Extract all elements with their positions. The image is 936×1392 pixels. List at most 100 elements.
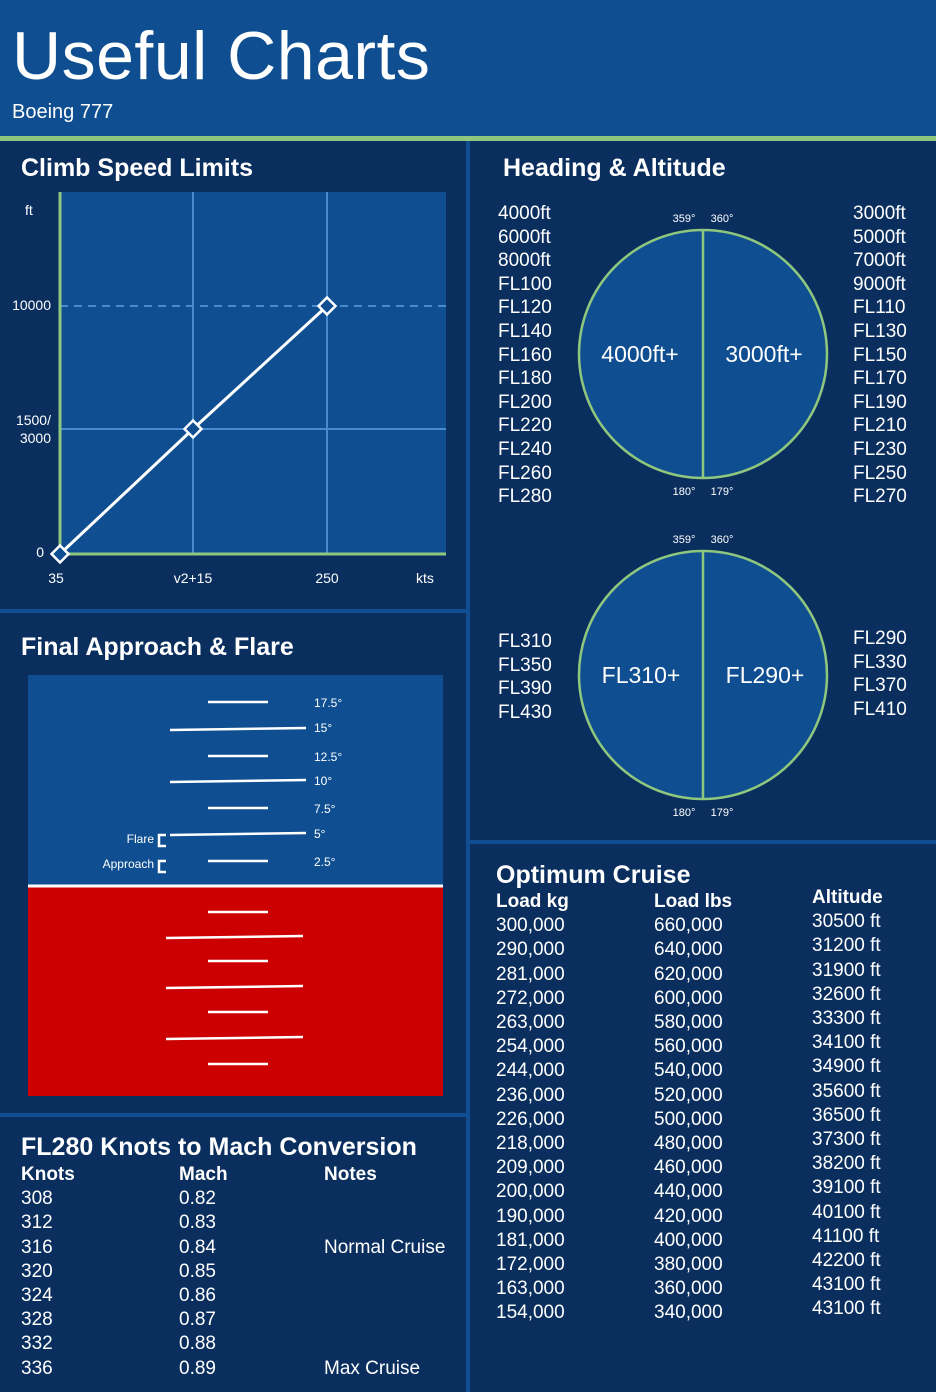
- list-item: FL370: [853, 675, 907, 697]
- pitch-label-7-5: 7.5°: [314, 802, 336, 816]
- notes-column: Notes Normal Cruise Max Cruise: [324, 1163, 445, 1381]
- table-cell: 300,000: [496, 915, 565, 937]
- list-item: 3000ft: [853, 203, 906, 224]
- mach-header: Mach: [179, 1164, 228, 1185]
- pitch-mark-15: [169, 726, 307, 732]
- climb-chart: ft 10000 1500/ 3000 0 35 v2+15 250 kts: [12, 192, 446, 586]
- list-item: FL410: [853, 698, 907, 720]
- x-tick-v2: v2+15: [174, 570, 213, 586]
- table-cell: 440,000: [654, 1181, 723, 1203]
- table-cell: 0.84: [179, 1236, 216, 1258]
- table-cell: 332: [21, 1333, 53, 1355]
- list-item: 6000ft: [498, 226, 551, 248]
- ground-mark-6: [165, 1035, 304, 1041]
- list-item: FL140: [498, 320, 552, 342]
- table-cell: 600,000: [654, 987, 723, 1009]
- approach-label: Approach: [103, 857, 154, 871]
- knots-column: Knots 308 312 316 320 324 328 332 336: [21, 1163, 75, 1381]
- list-item: FL350: [498, 654, 552, 676]
- table-cell: 660,000: [654, 915, 723, 937]
- list-item: FL310: [498, 631, 552, 652]
- header-divider: [0, 136, 936, 141]
- divider-climb-approach: [0, 609, 466, 613]
- ground: [28, 887, 443, 1096]
- kg-header: Load kg: [496, 891, 569, 912]
- header: Useful Charts Boeing 777: [0, 0, 936, 136]
- table-cell: 580,000: [654, 1012, 723, 1034]
- list-item: FL290: [853, 628, 907, 649]
- list-item: FL240: [498, 438, 552, 460]
- table-cell: 43100 ft: [812, 1298, 881, 1320]
- circle1-top-left: 359°: [673, 213, 696, 225]
- cruise-table: Load kg 300,000 290,000 281,000 272,000 …: [496, 887, 926, 1330]
- table-cell: 620,000: [654, 963, 723, 985]
- table-cell: 316: [21, 1236, 53, 1258]
- pitch-label-15: 15°: [314, 721, 332, 735]
- circle2-right-label: FL290+: [726, 662, 805, 688]
- table-cell: 31200 ft: [812, 935, 881, 957]
- table-cell: 39100 ft: [812, 1177, 881, 1199]
- table-cell: 328: [21, 1309, 53, 1331]
- circle2-left-alts: FL310 FL350 FL390 FL430: [498, 630, 552, 724]
- table-cell: [324, 1260, 445, 1284]
- climb-point-v2: [182, 418, 204, 440]
- table-cell: 500,000: [654, 1108, 723, 1130]
- table-cell: 226,000: [496, 1108, 565, 1130]
- ground-mark-4: [165, 984, 304, 990]
- lbs-header: Load lbs: [654, 891, 733, 912]
- table-cell: 420,000: [654, 1205, 723, 1227]
- list-item: 9000ft: [853, 273, 906, 295]
- knots-header: Knots: [21, 1164, 75, 1185]
- pitch-label-12-5: 12.5°: [314, 750, 342, 764]
- table-cell: 0.87: [179, 1309, 216, 1331]
- table-cell: 0.89: [179, 1357, 216, 1379]
- x-tick-250: 250: [315, 570, 339, 586]
- mach-title: FL280 Knots to Mach Conversion: [21, 1133, 417, 1161]
- table-cell: 0.85: [179, 1260, 216, 1282]
- table-cell: 236,000: [496, 1084, 565, 1106]
- heading-circle-1: 359° 360° 180° 179° 4000ft+ 3000ft+: [577, 213, 829, 498]
- table-cell: 400,000: [654, 1229, 723, 1251]
- table-cell: 460,000: [654, 1157, 723, 1179]
- x-unit-label: kts: [416, 570, 434, 586]
- table-cell: 38200 ft: [812, 1153, 881, 1175]
- table-cell: 520,000: [654, 1084, 723, 1106]
- list-item: 7000ft: [853, 250, 906, 272]
- table-cell: 0.83: [179, 1212, 216, 1234]
- table-cell: 640,000: [654, 939, 723, 961]
- table-cell: 244,000: [496, 1060, 565, 1082]
- table-cell: 200,000: [496, 1181, 565, 1203]
- circle1-bottom-right: 179°: [711, 486, 734, 498]
- y-tick-1500: 1500/: [16, 412, 51, 428]
- pitch-label-17-5: 17.5°: [314, 696, 342, 710]
- list-item: 4000ft: [498, 203, 551, 224]
- altitude-header: Altitude: [812, 887, 883, 908]
- table-cell: 254,000: [496, 1036, 565, 1058]
- list-item: FL200: [498, 391, 552, 413]
- list-item: FL180: [498, 368, 552, 390]
- table-cell: 42200 ft: [812, 1250, 881, 1272]
- table-cell: Normal Cruise: [324, 1236, 446, 1258]
- table-cell: 540,000: [654, 1060, 723, 1082]
- table-cell: 41100 ft: [812, 1225, 880, 1247]
- y-unit-label: ft: [25, 202, 33, 218]
- table-cell: 190,000: [496, 1205, 565, 1227]
- table-cell: 154,000: [496, 1302, 565, 1324]
- table-cell: 0.88: [179, 1333, 216, 1355]
- vertical-divider: [466, 141, 470, 1392]
- list-item: FL190: [853, 391, 907, 413]
- table-cell: 340,000: [654, 1302, 723, 1324]
- y-tick-0: 0: [36, 544, 44, 560]
- list-item: FL330: [853, 651, 907, 673]
- table-cell: 37300 ft: [812, 1129, 881, 1151]
- table-cell: 263,000: [496, 1012, 565, 1034]
- table-cell: [324, 1284, 445, 1308]
- list-item: FL130: [853, 320, 907, 342]
- list-item: FL260: [498, 462, 552, 484]
- circle2-top-right: 360°: [711, 534, 734, 546]
- pitch-label-5: 5°: [314, 827, 326, 841]
- list-item: FL210: [853, 415, 907, 437]
- table-cell: 336: [21, 1357, 53, 1379]
- table-cell: 34900 ft: [812, 1056, 881, 1078]
- table-cell: 36500 ft: [812, 1104, 881, 1126]
